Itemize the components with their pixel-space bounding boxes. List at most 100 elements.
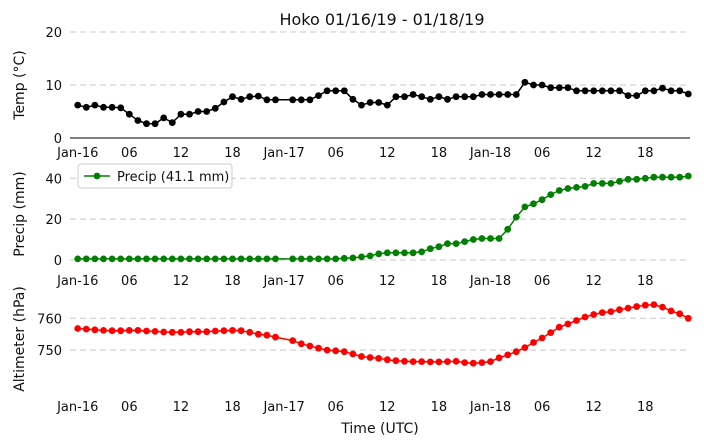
x-tick-label: 18 <box>431 146 448 161</box>
data-point <box>573 87 580 95</box>
legend-box <box>77 163 233 189</box>
data-point <box>229 327 236 334</box>
x-tick-label: 06 <box>121 146 138 161</box>
y-tick-label: 760 <box>37 312 62 327</box>
data-point <box>220 327 228 335</box>
x-tick-label: 18 <box>431 400 448 415</box>
data-point <box>177 110 185 118</box>
data-point <box>289 337 297 344</box>
data-point <box>160 328 168 336</box>
data-point <box>383 356 391 364</box>
data-point <box>289 255 297 263</box>
data-point <box>401 357 408 365</box>
data-point <box>100 327 107 334</box>
data-point <box>323 346 331 354</box>
y-tick-label: 20 <box>45 213 62 228</box>
data-point <box>186 255 193 263</box>
x-tick-label: Jan-18 <box>469 400 511 415</box>
data-point <box>684 90 692 98</box>
data-point <box>392 249 400 257</box>
data-point <box>297 340 305 348</box>
x-tick-label: 06 <box>327 146 344 161</box>
x-tick-label: 12 <box>379 274 396 289</box>
x-tick-label: 12 <box>379 146 396 161</box>
data-point <box>194 255 202 263</box>
data-point <box>237 327 245 335</box>
data-point <box>263 331 271 339</box>
data-point <box>598 309 606 316</box>
data-point <box>512 91 520 98</box>
y-tick-label: 0 <box>54 132 62 147</box>
data-point <box>349 254 357 262</box>
x-tick-label: Jan-17 <box>262 146 304 161</box>
data-point <box>564 84 572 92</box>
data-point <box>254 92 262 100</box>
data-point <box>323 87 331 95</box>
x-tick-label: 06 <box>534 274 551 289</box>
data-point <box>366 99 374 106</box>
data-point <box>100 103 107 111</box>
data-point <box>194 328 202 336</box>
data-point <box>82 255 90 263</box>
data-point <box>297 96 305 104</box>
x-tick-label: 06 <box>534 400 551 415</box>
data-point <box>375 250 383 258</box>
y-axis-label: Altimeter (hPa) <box>12 286 28 392</box>
data-point <box>349 350 357 358</box>
data-point <box>91 326 99 334</box>
data-point <box>117 104 125 112</box>
x-tick-label: 18 <box>224 400 241 415</box>
x-tick-label: Jan-16 <box>56 400 98 415</box>
data-point <box>211 255 219 263</box>
data-point <box>633 175 641 183</box>
data-point <box>151 255 159 263</box>
data-point <box>125 327 133 334</box>
chart-title: Hoko 01/16/19 - 01/18/19 <box>279 10 484 29</box>
data-point <box>143 327 150 335</box>
data-point <box>676 310 684 318</box>
x-tick-label: 18 <box>637 274 654 289</box>
data-point <box>383 101 391 109</box>
y-axis-label: Temp (°C) <box>12 50 28 120</box>
data-point <box>340 348 348 356</box>
data-point <box>134 255 142 263</box>
x-tick-label: 18 <box>224 274 241 289</box>
data-point <box>581 183 589 190</box>
y-tick-label: 10 <box>45 79 62 94</box>
y-tick-label: 20 <box>45 26 62 41</box>
data-point <box>607 308 615 315</box>
data-point <box>590 87 598 95</box>
data-point <box>263 255 271 263</box>
data-point <box>564 185 572 192</box>
data-point <box>495 91 503 98</box>
data-point <box>323 255 331 263</box>
data-point <box>418 248 426 256</box>
data-point <box>409 358 417 365</box>
x-tick-label: 12 <box>173 400 190 415</box>
data-point <box>444 240 451 248</box>
data-point <box>358 353 365 360</box>
data-point <box>616 306 623 314</box>
data-point <box>203 255 211 263</box>
data-point <box>538 334 546 342</box>
data-point <box>573 184 580 191</box>
data-point <box>211 104 219 112</box>
data-point <box>530 339 537 346</box>
data-point <box>452 93 460 101</box>
data-point <box>573 317 580 324</box>
data-point <box>444 95 451 103</box>
data-point <box>91 101 99 109</box>
data-point <box>375 355 383 362</box>
data-point <box>143 255 150 263</box>
data-point <box>607 87 615 95</box>
data-point <box>237 95 245 103</box>
data-point <box>547 191 555 199</box>
x-tick-label: 06 <box>327 400 344 415</box>
data-point <box>108 327 116 335</box>
data-point <box>512 348 520 356</box>
data-point <box>624 304 632 312</box>
panel-1: 0 10 20 Temp (°C) Jan-16 06 12 18 Jan-17 06 12 18 Ja… <box>12 26 692 161</box>
data-point <box>74 101 82 109</box>
data-point <box>246 255 254 263</box>
